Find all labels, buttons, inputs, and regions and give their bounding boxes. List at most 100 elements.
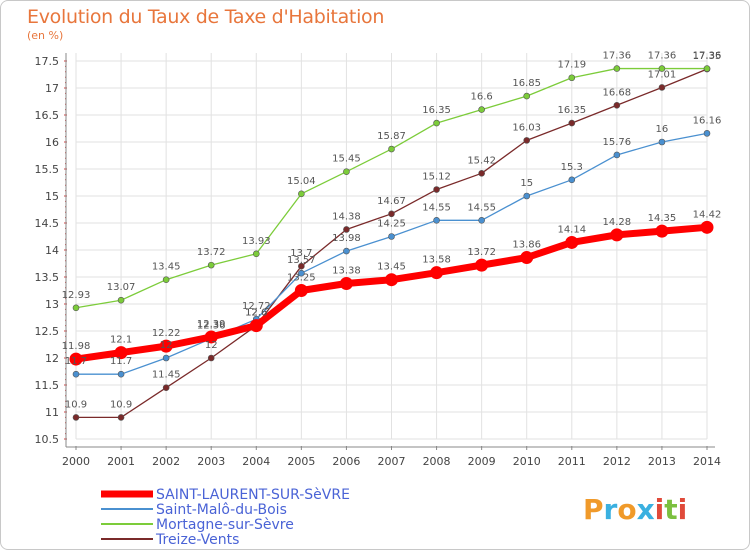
- data-label-2: 12.93: [62, 290, 91, 301]
- x-tick-label: 2001: [107, 455, 135, 468]
- series-point-0: [294, 284, 308, 297]
- data-label-3: 16.35: [557, 105, 586, 116]
- x-tick-label: 2008: [423, 455, 451, 468]
- data-label-3: 15.42: [467, 155, 496, 166]
- series-point-3: [207, 354, 215, 362]
- series-point-0: [249, 319, 263, 333]
- data-label-1: 13.98: [332, 233, 361, 244]
- series-point-3: [162, 384, 170, 392]
- data-label-1: 12.36: [197, 321, 226, 332]
- data-label-3: 15.12: [422, 172, 451, 183]
- series-point-0: [204, 330, 218, 344]
- x-tick-label: 2005: [287, 455, 315, 468]
- x-tick-label: 2000: [62, 455, 90, 468]
- series-point-2: [388, 145, 395, 153]
- series-point-3: [343, 226, 350, 233]
- data-label-1: 14.25: [377, 219, 406, 230]
- data-label-3: 11.45: [152, 370, 181, 381]
- data-label-1: 16.16: [693, 115, 722, 126]
- data-label-2: 16.35: [422, 105, 451, 116]
- series-point-0: [700, 220, 714, 234]
- series-point-0: [385, 273, 398, 287]
- x-tick-label: 2010: [513, 455, 541, 468]
- x-tick-label: 2009: [468, 455, 496, 468]
- data-label-2: 13.72: [197, 247, 226, 258]
- x-tick-label: 2004: [242, 455, 270, 468]
- series-point-1: [523, 192, 531, 200]
- x-tick-label: 2012: [603, 455, 631, 468]
- series-point-3: [433, 186, 440, 193]
- series-point-3: [658, 84, 666, 91]
- data-label-3: 14.38: [332, 211, 361, 222]
- y-tick-label: 14.5: [35, 217, 60, 230]
- series-point-2: [117, 296, 125, 304]
- data-label-2: 15.04: [287, 176, 316, 187]
- y-tick-label: 13.5: [35, 271, 60, 284]
- series-point-1: [568, 176, 576, 184]
- x-tick-label: 2006: [332, 455, 360, 468]
- x-tick-label: 2013: [648, 455, 676, 468]
- y-tick-label: 14: [45, 244, 59, 257]
- y-tick-label: 17.5: [35, 55, 60, 68]
- y-tick-label: 15.5: [35, 163, 60, 176]
- data-label-2: 17.36: [648, 51, 677, 62]
- legend-label-1: Saint-Malô-du-Bois: [156, 502, 287, 518]
- data-label-3: 17.35: [693, 51, 722, 62]
- legend-label-0: SAINT-LAURENT-SUR-SèVRE: [156, 487, 350, 503]
- data-label-2: 15.87: [377, 131, 406, 142]
- series-point-3: [298, 262, 305, 270]
- series-point-0: [655, 224, 669, 238]
- data-label-1: 11.7: [110, 356, 132, 367]
- y-tick-label: 10.5: [35, 433, 60, 446]
- data-label-1: 15: [520, 178, 533, 189]
- y-tick-label: 17: [45, 82, 59, 95]
- data-label-0: 13.45: [377, 262, 406, 273]
- data-label-2: 17.19: [557, 60, 586, 71]
- series-point-0: [565, 235, 579, 249]
- data-label-0: 14.42: [693, 209, 722, 220]
- data-label-1: 11.7: [65, 356, 87, 367]
- series-point-3: [72, 414, 80, 421]
- legend-label-2: Mortagne-sur-Sèvre: [156, 517, 294, 533]
- data-label-0: 13.38: [332, 265, 361, 276]
- data-label-3: 14.67: [377, 196, 406, 207]
- x-tick-label: 2014: [693, 455, 721, 468]
- series-point-1: [433, 217, 440, 224]
- series-point-0: [430, 266, 444, 280]
- data-label-0: 13.86: [512, 240, 541, 251]
- series-point-0: [159, 339, 173, 353]
- data-label-3: 16.03: [512, 122, 541, 133]
- series-point-2: [568, 74, 576, 82]
- data-label-1: 14.55: [422, 202, 451, 213]
- data-label-1: 13.57: [287, 255, 316, 266]
- data-label-0: 12.1: [110, 335, 132, 346]
- series-point-2: [252, 250, 260, 258]
- series-point-3: [613, 101, 621, 109]
- data-label-2: 13.07: [107, 282, 136, 293]
- series-point-1: [478, 217, 485, 224]
- data-label-1: 12: [160, 340, 173, 351]
- series-point-0: [520, 251, 534, 265]
- data-label-2: 16.85: [512, 78, 541, 89]
- series-point-2: [207, 261, 215, 269]
- data-label-3: 12.6: [245, 308, 267, 319]
- y-tick-label: 12.5: [35, 325, 60, 338]
- series-point-3: [568, 119, 576, 127]
- series-point-2: [523, 92, 531, 100]
- series-point-1: [162, 354, 170, 362]
- series-point-3: [478, 170, 485, 177]
- y-tick-label: 11.5: [35, 379, 60, 392]
- data-label-1: 15.3: [561, 162, 583, 173]
- y-tick-label: 12: [45, 352, 59, 365]
- data-label-0: 13.58: [422, 255, 451, 266]
- data-label-0: 14.35: [648, 213, 677, 224]
- series-point-1: [298, 269, 305, 277]
- data-label-0: 11.98: [62, 341, 91, 352]
- data-label-1: 12.72: [242, 301, 271, 312]
- data-label-2: 13.93: [242, 236, 271, 247]
- data-label-3: 12: [205, 340, 218, 351]
- series-point-0: [114, 346, 128, 360]
- data-label-2: 17.36: [693, 51, 722, 62]
- series-point-2: [703, 65, 711, 72]
- legend-label-3: Treize-Vents: [155, 532, 239, 548]
